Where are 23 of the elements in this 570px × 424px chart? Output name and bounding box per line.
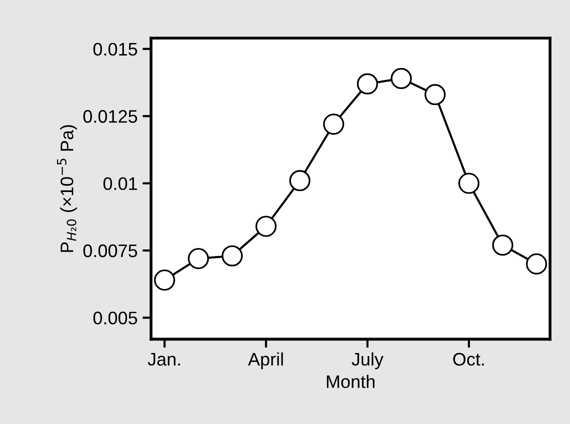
x-tick-label: Jan. <box>148 353 180 366</box>
point <box>526 253 548 274</box>
y-tick-label: 0.01 <box>103 177 137 190</box>
point <box>424 84 446 106</box>
x-axis-title: Month <box>326 374 374 388</box>
x-tick-label: July <box>352 352 384 370</box>
y-tick-label: 0.0125 <box>83 110 138 123</box>
point <box>458 172 480 194</box>
point <box>255 216 277 237</box>
point <box>390 68 412 90</box>
point <box>222 245 243 266</box>
x-tick-label: April <box>248 352 283 370</box>
point <box>154 270 176 291</box>
x-tick-label: Oct. <box>453 352 484 366</box>
y-axis-title: P$_{H₂0}$ (×10$^{−5}$ Pa) <box>57 125 77 252</box>
point <box>323 114 344 135</box>
y-tick-label: 0.0075 <box>83 244 138 258</box>
point <box>289 170 310 192</box>
y-tick-label: 0.015 <box>93 42 138 56</box>
point <box>188 248 209 270</box>
y-tick-label: 0.005 <box>93 312 138 324</box>
point <box>492 234 514 256</box>
point <box>356 73 378 94</box>
